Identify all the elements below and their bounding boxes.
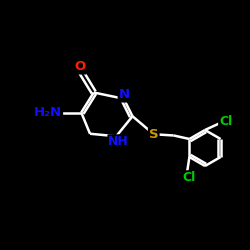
Text: N: N bbox=[119, 88, 130, 102]
Text: NH: NH bbox=[108, 135, 129, 148]
Text: H₂N: H₂N bbox=[34, 106, 62, 118]
Text: Cl: Cl bbox=[183, 171, 196, 184]
Text: O: O bbox=[74, 60, 86, 74]
Text: S: S bbox=[149, 128, 158, 141]
Text: Cl: Cl bbox=[219, 115, 232, 128]
